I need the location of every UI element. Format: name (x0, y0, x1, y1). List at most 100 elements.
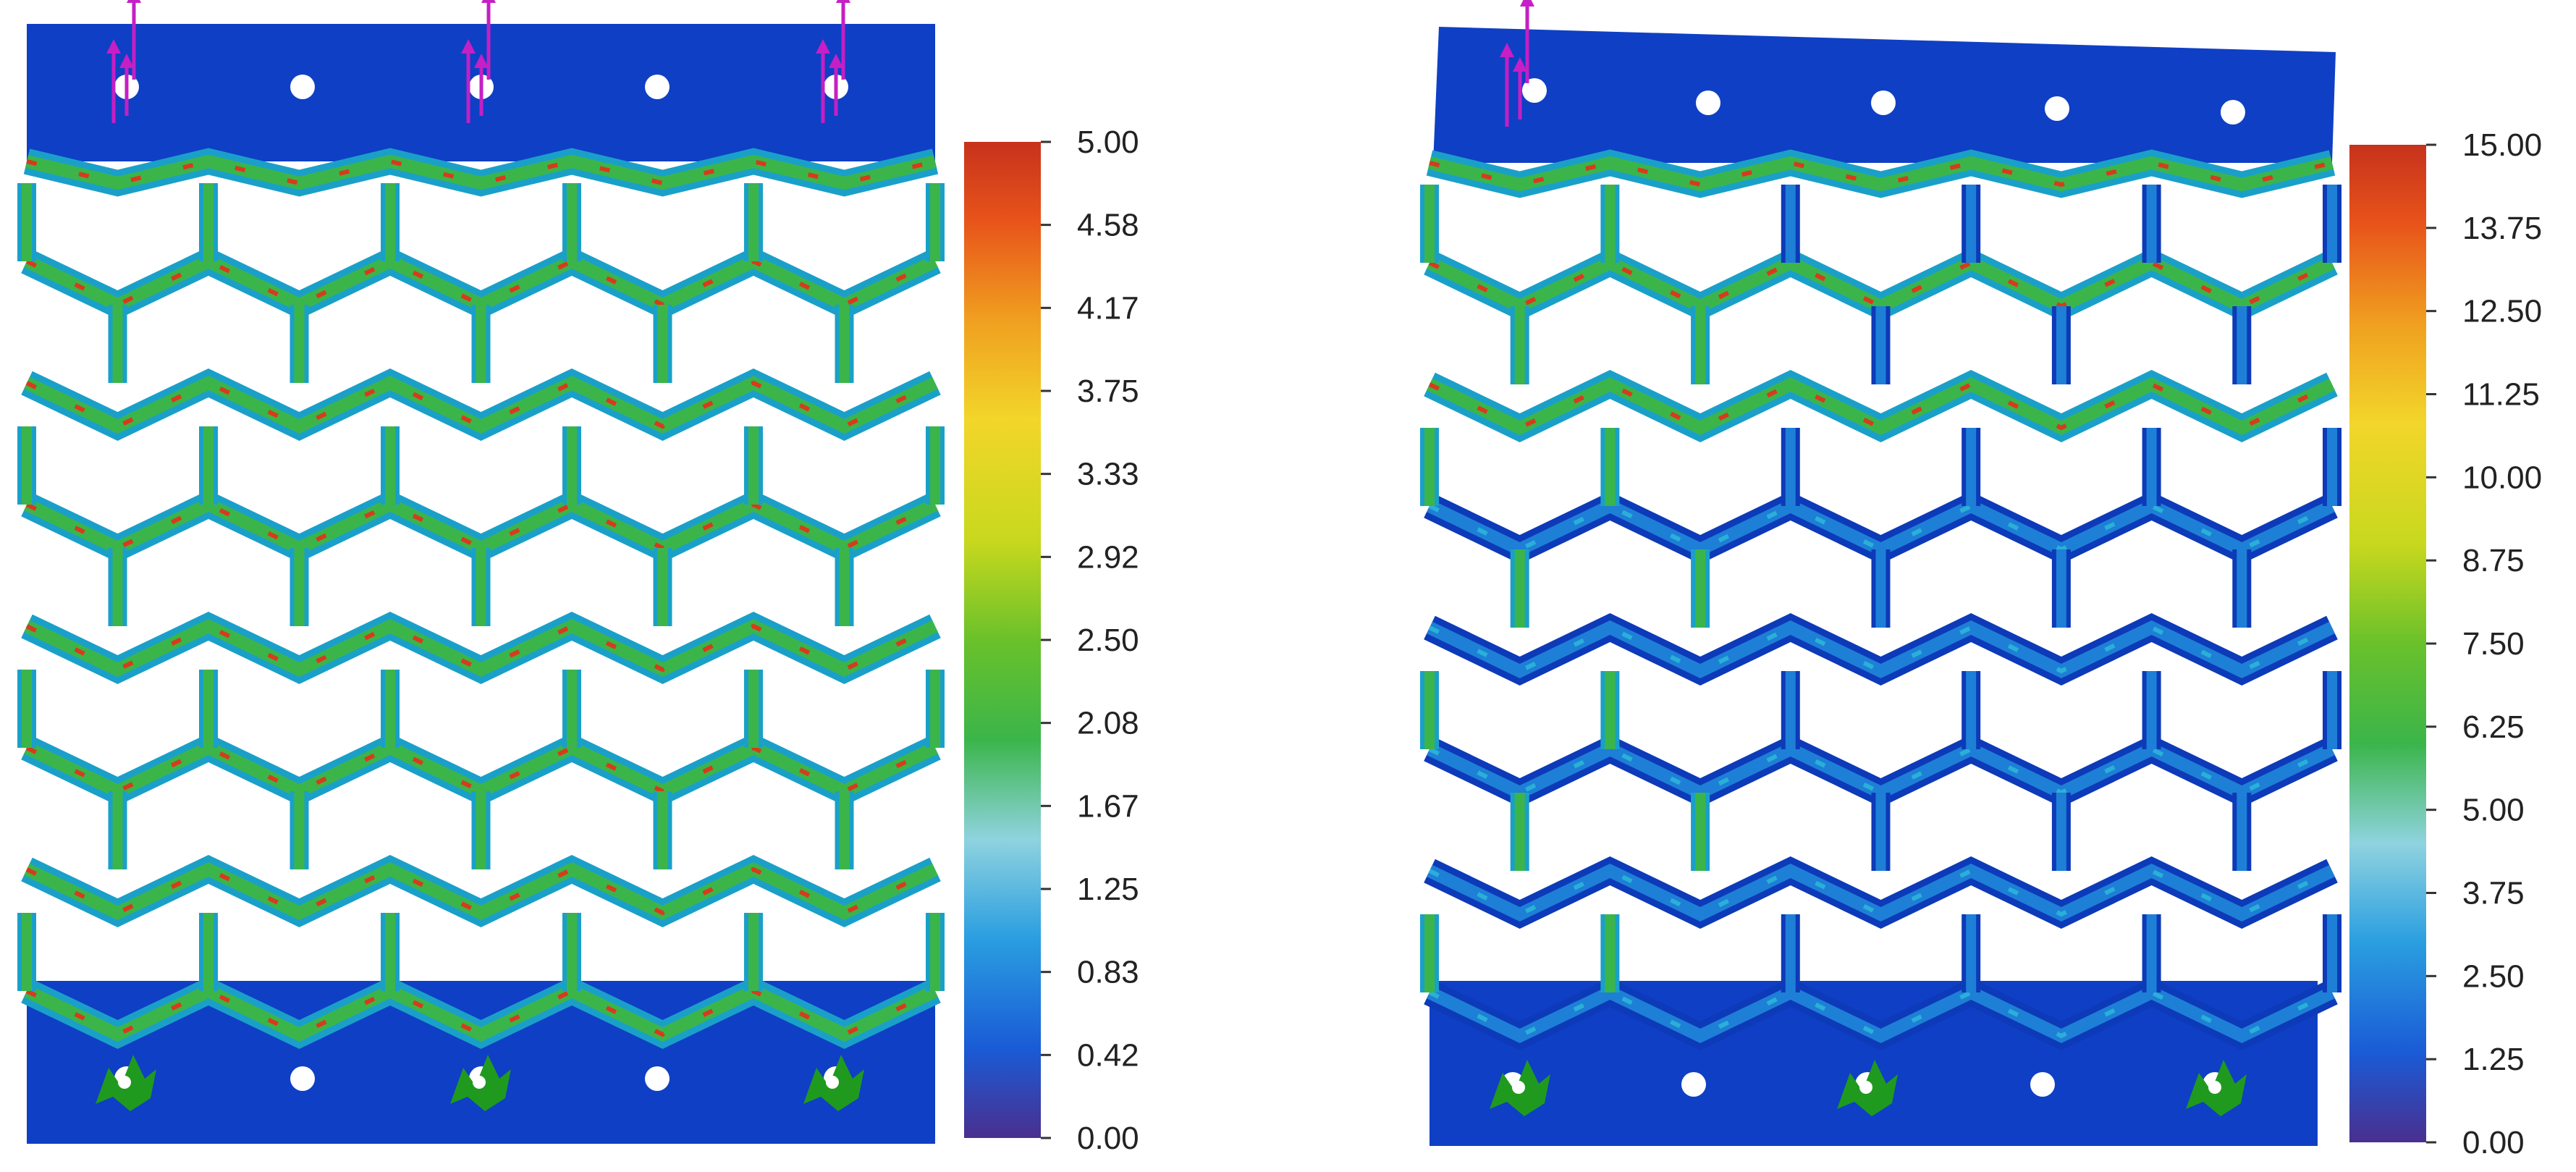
right-structure (1420, 0, 2341, 1146)
lattice-stress-hotspot (25, 502, 937, 551)
support-hole (473, 1076, 486, 1089)
colorbar-tick-label: 1.25 (2462, 1042, 2525, 1077)
mounting-hole (2045, 96, 2069, 121)
lattice-chevron-beam-core (1427, 864, 2335, 922)
support-hole (826, 1076, 839, 1089)
load-arrow-head (1500, 43, 1514, 57)
mounting-hole (2030, 1072, 2055, 1097)
colorbar-tick-label: 15.00 (2462, 127, 2542, 163)
left-fixed-supports (96, 1055, 864, 1111)
load-arrow-head (829, 54, 843, 68)
right-lattice (1420, 149, 2341, 1050)
lattice-chevron-beam-core (24, 376, 938, 434)
lattice-chevron-beam-core (1427, 156, 2334, 192)
lattice-stress-hotspot (1428, 260, 2334, 309)
mounting-hole (1522, 78, 1547, 103)
lattice-stress-hotspot (25, 258, 937, 308)
mounting-hole (2221, 100, 2245, 125)
colorbar-tick-label: 2.50 (2462, 958, 2525, 994)
colorbar-tick-label: 3.75 (1077, 374, 1139, 409)
left-colorbar-gradient (964, 142, 1041, 1138)
lattice-chevron-beam-core (1427, 499, 2335, 557)
colorbar-tick-label: 3.33 (1077, 457, 1139, 492)
colorbar-tick-label: 0.83 (1077, 955, 1139, 990)
right-colorbar: 15.00 13.75 12.50 11.25 10.00 8.75 7.50 6.25 5.0… (2349, 127, 2542, 1160)
load-arrow-head (474, 54, 489, 68)
lattice-stress-hotspot (1428, 746, 2334, 796)
lattice-stress-hotspot (25, 988, 937, 1037)
load-arrow-head (119, 54, 134, 68)
mounting-hole (290, 1066, 315, 1091)
left-panel: 5.00 4.58 4.17 3.75 3.33 2.92 2.50 2.08 1.67 1.25… (17, 0, 1139, 1156)
lattice-chevron-beam-core (1427, 620, 2335, 678)
lattice-stress-hotspot (1428, 503, 2334, 552)
colorbar-tick-label: 2.50 (1077, 623, 1139, 658)
load-arrow-head (1520, 0, 1534, 7)
lattice-stress-hotspot (25, 745, 937, 794)
load-arrow-head (1513, 57, 1527, 72)
colorbar-tick-label: 1.67 (1077, 788, 1139, 824)
colorbar-tick-label: 0.00 (1077, 1121, 1139, 1156)
lattice-chevron-beam-core (1427, 377, 2335, 435)
right-colorbar-ticks: 15.00 13.75 12.50 11.25 10.00 8.75 7.50 6.25 5.0… (2426, 127, 2542, 1160)
lattice-chevron-beam-core (24, 619, 938, 677)
mounting-hole (645, 1066, 670, 1091)
colorbar-tick-label: 8.75 (2462, 543, 2525, 578)
left-structure (17, 0, 945, 1144)
colorbar-tick-label: 11.25 (2462, 377, 2540, 413)
colorbar-tick-label: 4.58 (1077, 208, 1139, 243)
lattice-chevron-beam-core (1427, 742, 2335, 800)
lattice-stress-hotspot (25, 867, 937, 916)
load-arrow-head (836, 0, 850, 3)
load-arrow-head (127, 0, 141, 3)
colorbar-tick-label: 5.00 (2462, 793, 2525, 828)
lattice-chevron-beam-core (24, 862, 938, 920)
support-hole (1859, 1081, 1872, 1094)
lattice-stress-hotspot (25, 623, 937, 673)
right-fixed-supports (1490, 1060, 2247, 1116)
lattice-stress-hotspot (1428, 625, 2334, 674)
lattice-stress-hotspot (1428, 381, 2334, 431)
colorbar-tick-label: 0.42 (1077, 1037, 1139, 1073)
load-arrow-head (461, 39, 476, 54)
right-panel: 15.00 13.75 12.50 11.25 10.00 8.75 7.50 6.25 5.0… (1420, 0, 2542, 1160)
lattice-stress-hotspot (25, 380, 937, 429)
left-load-arrows (106, 0, 850, 123)
colorbar-tick-label: 13.75 (2462, 211, 2542, 246)
colorbar-tick-label: 2.08 (1077, 706, 1139, 741)
lattice-chevron-beam-core (24, 741, 938, 798)
colorbar-tick-label: 5.00 (1077, 125, 1139, 160)
mounting-hole (645, 75, 670, 99)
colorbar-tick-label: 10.00 (2462, 460, 2542, 495)
load-arrow-head (481, 0, 496, 3)
load-arrow-head (106, 39, 121, 54)
lattice-chevron-beam-core (1427, 256, 2335, 313)
colorbar-tick-label: 12.50 (2462, 294, 2542, 329)
mounting-hole (290, 75, 315, 99)
mounting-hole (1696, 90, 1720, 115)
colorbar-tick-label: 6.25 (2462, 709, 2525, 745)
colorbar-tick-label: 4.17 (1077, 290, 1139, 326)
support-hole (118, 1076, 131, 1089)
left-colorbar: 5.00 4.58 4.17 3.75 3.33 2.92 2.50 2.08 1.67 1.25… (964, 125, 1139, 1156)
colorbar-tick-label: 2.92 (1077, 539, 1139, 575)
colorbar-tick-label: 1.25 (1077, 872, 1139, 907)
lattice-stress-hotspot (1428, 990, 2334, 1039)
support-hole (2208, 1081, 2221, 1094)
mounting-hole (1871, 90, 1896, 115)
load-arrow-head (816, 39, 830, 54)
lattice-chevron-beam-core (24, 254, 938, 312)
left-colorbar-ticks: 5.00 4.58 4.17 3.75 3.33 2.92 2.50 2.08 1.67 1.25… (1041, 125, 1139, 1156)
lattice-stress-hotspot (1428, 868, 2334, 917)
support-hole (1512, 1081, 1525, 1094)
right-colorbar-gradient (2349, 145, 2426, 1142)
lattice-chevron-beam-core (24, 497, 938, 555)
left-lattice (17, 148, 945, 1049)
colorbar-tick-label: 0.00 (2462, 1125, 2525, 1160)
lattice-chevron-beam-core (25, 154, 937, 190)
right-load-arrows (1500, 0, 1534, 127)
colorbar-tick-label: 3.75 (2462, 876, 2525, 911)
mounting-hole (1681, 1072, 1706, 1097)
colorbar-tick-label: 7.50 (2462, 626, 2525, 662)
